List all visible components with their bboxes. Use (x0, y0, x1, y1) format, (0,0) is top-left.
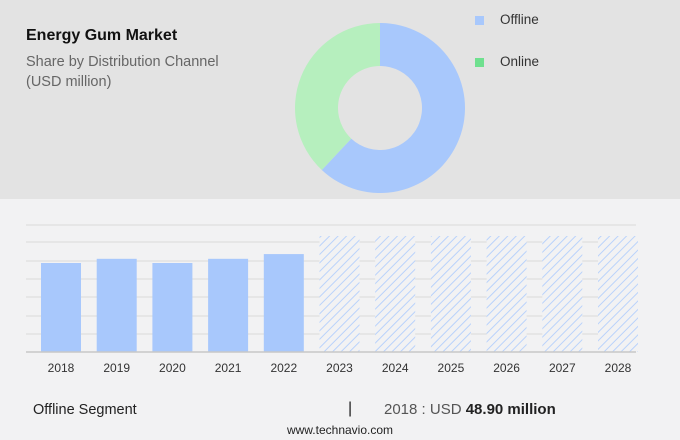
segment-value: 2018 : USD 48.90 million (384, 401, 556, 418)
x-tick-2022: 2022 (270, 361, 297, 375)
bar-chart: 2018 2019 2020 2021 2022 2023 2024 2025 2026 2027… (26, 224, 638, 375)
separator: | (348, 400, 353, 417)
value-prefix: 2018 : USD (384, 401, 466, 418)
website-link[interactable]: www.technavio.com (286, 423, 394, 437)
bar-2019 (96, 258, 137, 352)
bar-2025 (430, 236, 471, 352)
x-tick-2028: 2028 (605, 361, 632, 375)
legend-label-online: Online (500, 54, 540, 69)
x-tick-2026: 2026 (493, 361, 520, 375)
subtitle-line-1: Share by Distribution Channel (26, 54, 219, 70)
bar-2024 (375, 236, 416, 352)
donut-slice-offline (321, 23, 465, 193)
legend-label-offline: Offline (500, 12, 539, 27)
bar-2020 (152, 263, 193, 352)
bar-2027 (542, 236, 583, 352)
x-tick-2025: 2025 (438, 361, 465, 375)
donut-slice-online (295, 23, 380, 170)
x-tick-2027: 2027 (549, 361, 576, 375)
subtitle-line-2: (USD million) (26, 74, 112, 90)
bar-2023 (319, 236, 360, 352)
bar-2026 (486, 236, 527, 352)
legend-swatch-online (475, 58, 484, 67)
x-tick-2021: 2021 (215, 361, 242, 375)
donut-chart (295, 23, 465, 193)
x-tick-2024: 2024 (382, 361, 409, 375)
value-amount: 48.90 million (465, 401, 556, 418)
bar-2018 (41, 263, 81, 352)
segment-label: Offline Segment (33, 402, 137, 418)
x-tick-2023: 2023 (326, 361, 353, 375)
bar-2021 (208, 258, 249, 352)
chart-subtitle: Share by Distribution Channel (USD milli… (26, 52, 219, 92)
bar-2028 (598, 236, 638, 352)
legend-swatch-offline (475, 16, 484, 25)
bar-2022 (263, 254, 304, 352)
chart-title: Energy Gum Market (26, 27, 178, 44)
x-tick-2019: 2019 (103, 361, 130, 375)
x-tick-2018: 2018 (48, 361, 75, 375)
x-tick-2020: 2020 (159, 361, 186, 375)
